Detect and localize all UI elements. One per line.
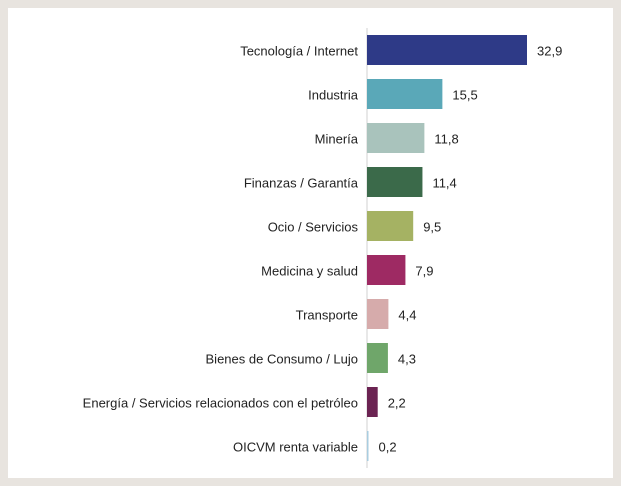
bar xyxy=(367,35,527,65)
category-label: Bienes de Consumo / Lujo xyxy=(206,351,358,366)
value-label: 11,4 xyxy=(432,175,456,190)
category-label: Ocio / Servicios xyxy=(268,219,359,234)
value-label: 4,3 xyxy=(398,351,416,366)
value-label: 15,5 xyxy=(452,87,477,102)
category-label: OICVM renta variable xyxy=(233,439,358,454)
value-label: 0,2 xyxy=(379,439,397,454)
category-label: Tecnología / Internet xyxy=(240,43,358,58)
category-label: Transporte xyxy=(296,307,358,322)
category-label: Industria xyxy=(308,87,359,102)
value-label: 7,9 xyxy=(415,263,433,278)
category-label: Finanzas / Garantía xyxy=(244,175,359,190)
bar xyxy=(367,167,423,197)
value-label: 4,4 xyxy=(398,307,416,322)
panel xyxy=(8,8,613,478)
value-label: 32,9 xyxy=(537,43,562,58)
bar xyxy=(367,255,406,285)
bar xyxy=(367,343,388,373)
value-label: 2,2 xyxy=(388,395,406,410)
bar xyxy=(367,299,389,329)
category-label: Minería xyxy=(315,131,359,146)
value-label: 11,8 xyxy=(434,131,458,146)
bar xyxy=(367,211,414,241)
bar xyxy=(367,123,425,153)
bar xyxy=(367,387,378,417)
bar xyxy=(367,431,369,461)
value-label: 9,5 xyxy=(423,219,441,234)
bar xyxy=(367,79,443,109)
category-label: Energía / Servicios relacionados con el … xyxy=(83,395,358,410)
category-label: Medicina y salud xyxy=(261,263,358,278)
